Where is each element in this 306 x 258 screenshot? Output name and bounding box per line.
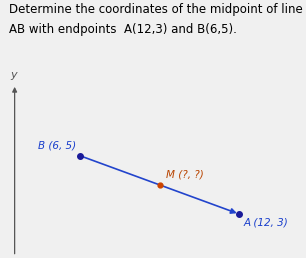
Text: y: y (10, 70, 17, 80)
Text: B (6, 5): B (6, 5) (38, 140, 76, 150)
Text: M (?, ?): M (?, ?) (166, 170, 204, 180)
Text: Determine the coordinates of the midpoint of line segment: Determine the coordinates of the midpoin… (9, 3, 306, 15)
Text: A (12, 3): A (12, 3) (244, 218, 288, 228)
Text: AB with endpoints  A(12,3) and B(6,5).: AB with endpoints A(12,3) and B(6,5). (9, 23, 237, 36)
